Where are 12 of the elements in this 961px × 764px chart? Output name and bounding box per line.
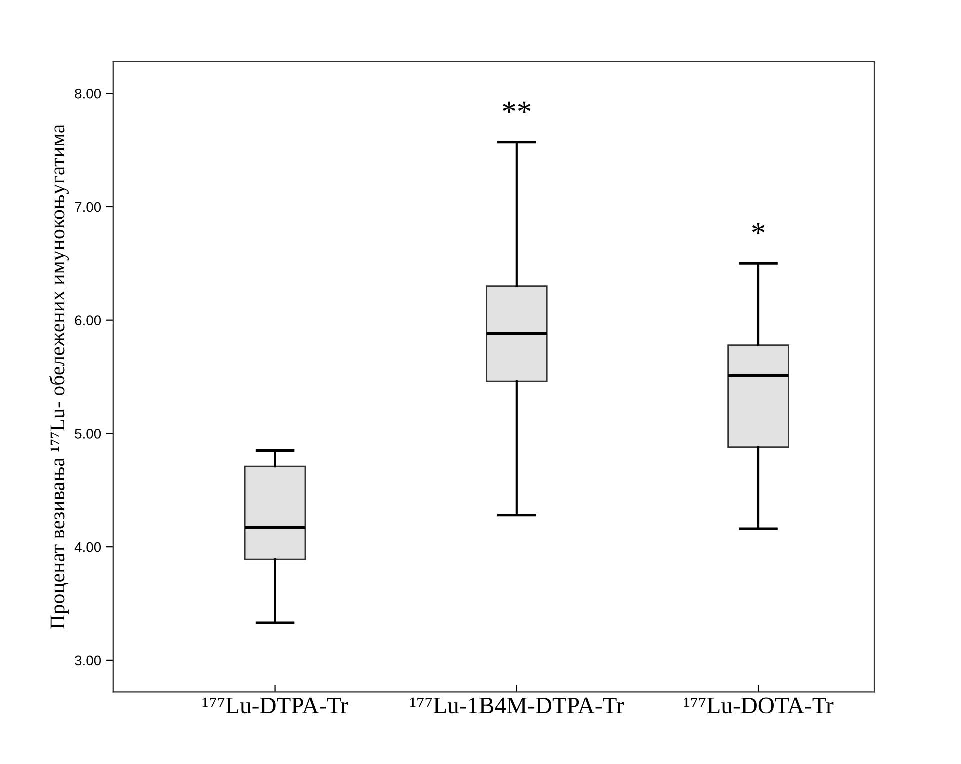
annotation: ** bbox=[503, 102, 531, 114]
y-tick-label: 8.00 bbox=[75, 88, 102, 99]
y-tick-label: 4.00 bbox=[74, 542, 102, 552]
y-tick-label: 5.00 bbox=[75, 429, 102, 439]
x-tick-label: ¹⁷⁷Lu-1B4M-DTPA-Tr bbox=[410, 698, 624, 714]
y-tick-label: 6.00 bbox=[75, 316, 102, 326]
y-tick-label: 7.00 bbox=[75, 202, 102, 212]
y-axis-title: Проценат везивања ¹⁷⁷Lu- обележених имунокоњугатима bbox=[50, 124, 70, 630]
y-tick-label: 3.00 bbox=[75, 656, 102, 666]
x-tick-label: ¹⁷⁷Lu-DTPA-Tr bbox=[202, 698, 348, 714]
annotation: * bbox=[752, 223, 765, 234]
x-tick-label: ¹⁷⁷Lu-DOTA-Tr bbox=[684, 698, 834, 714]
